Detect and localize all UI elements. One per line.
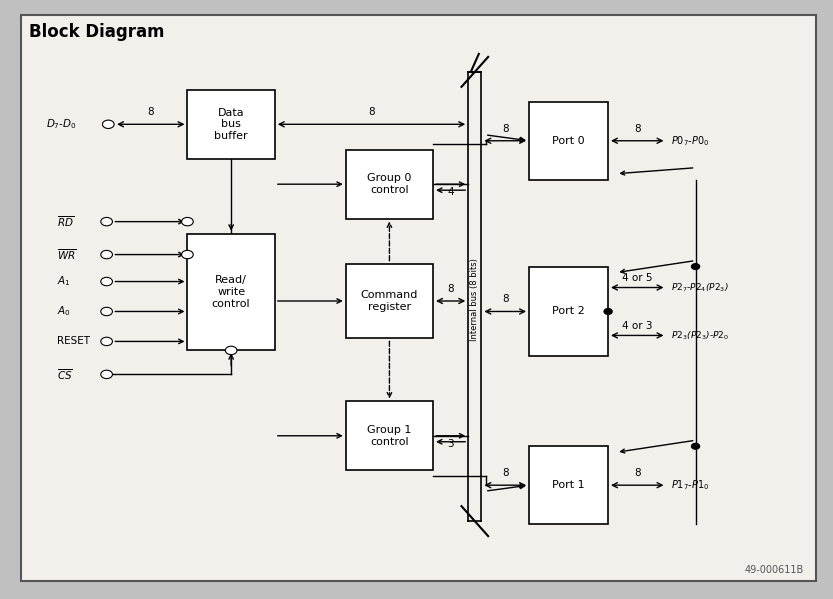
Text: $D_7$-$D_0$: $D_7$-$D_0$ [46, 117, 77, 131]
Circle shape [101, 337, 112, 346]
Text: 8: 8 [502, 123, 508, 134]
Text: $P2_7$-$P2_4$($P2_3$): $P2_7$-$P2_4$($P2_3$) [671, 282, 728, 294]
Text: $\overline{WR}$: $\overline{WR}$ [57, 247, 76, 262]
Text: 4 or 5: 4 or 5 [622, 273, 652, 283]
Text: Port 1: Port 1 [552, 480, 585, 490]
Text: Block Diagram: Block Diagram [29, 23, 165, 41]
Circle shape [101, 250, 112, 259]
Circle shape [182, 250, 193, 259]
Text: 8: 8 [502, 294, 508, 304]
Text: $P1_7$-$P1_0$: $P1_7$-$P1_0$ [671, 478, 709, 492]
Text: 8: 8 [147, 107, 154, 117]
Circle shape [101, 370, 112, 379]
Circle shape [102, 120, 114, 129]
Bar [346, 150, 433, 219]
Text: 8: 8 [502, 468, 508, 478]
Bar [529, 102, 608, 180]
Text: $A_1$: $A_1$ [57, 274, 70, 289]
Text: $A_0$: $A_0$ [57, 304, 71, 319]
Text: RESET: RESET [57, 337, 90, 346]
Text: Internal bus (8 bits): Internal bus (8 bits) [471, 258, 479, 341]
Text: Port 2: Port 2 [552, 307, 585, 316]
Circle shape [101, 277, 112, 286]
Bar [529, 446, 608, 524]
Text: 4 or 3: 4 or 3 [622, 320, 652, 331]
Text: 49-000611B: 49-000611B [745, 565, 804, 575]
Bar [346, 401, 433, 470]
Circle shape [691, 264, 700, 270]
Text: Data
bus
buffer: Data bus buffer [214, 108, 248, 141]
Text: $P2_3$($P2_3$)-$P2_0$: $P2_3$($P2_3$)-$P2_0$ [671, 329, 729, 341]
Text: 8: 8 [368, 107, 375, 117]
Circle shape [691, 443, 700, 449]
Text: 8: 8 [447, 284, 454, 294]
Bar [346, 264, 433, 338]
Bar [187, 90, 275, 159]
Text: Group 1
control: Group 1 control [367, 425, 412, 447]
Text: Read/
write
control: Read/ write control [212, 276, 251, 308]
Text: 4: 4 [447, 187, 454, 197]
Text: Group 0
control: Group 0 control [367, 173, 412, 195]
Bar [187, 234, 275, 350]
Circle shape [604, 308, 612, 314]
Text: 8: 8 [634, 468, 641, 478]
Circle shape [101, 217, 112, 226]
Text: 8: 8 [634, 123, 641, 134]
Text: $\overline{CS}$: $\overline{CS}$ [57, 367, 72, 382]
Text: $P0_7$-$P0_0$: $P0_7$-$P0_0$ [671, 134, 709, 148]
Circle shape [225, 346, 237, 355]
Text: 3: 3 [447, 438, 454, 449]
Text: Port 0: Port 0 [552, 136, 585, 146]
Text: $\overline{RD}$: $\overline{RD}$ [57, 214, 74, 229]
Bar [529, 267, 608, 356]
Circle shape [182, 217, 193, 226]
Circle shape [101, 307, 112, 316]
Text: Command
register: Command register [361, 290, 418, 312]
